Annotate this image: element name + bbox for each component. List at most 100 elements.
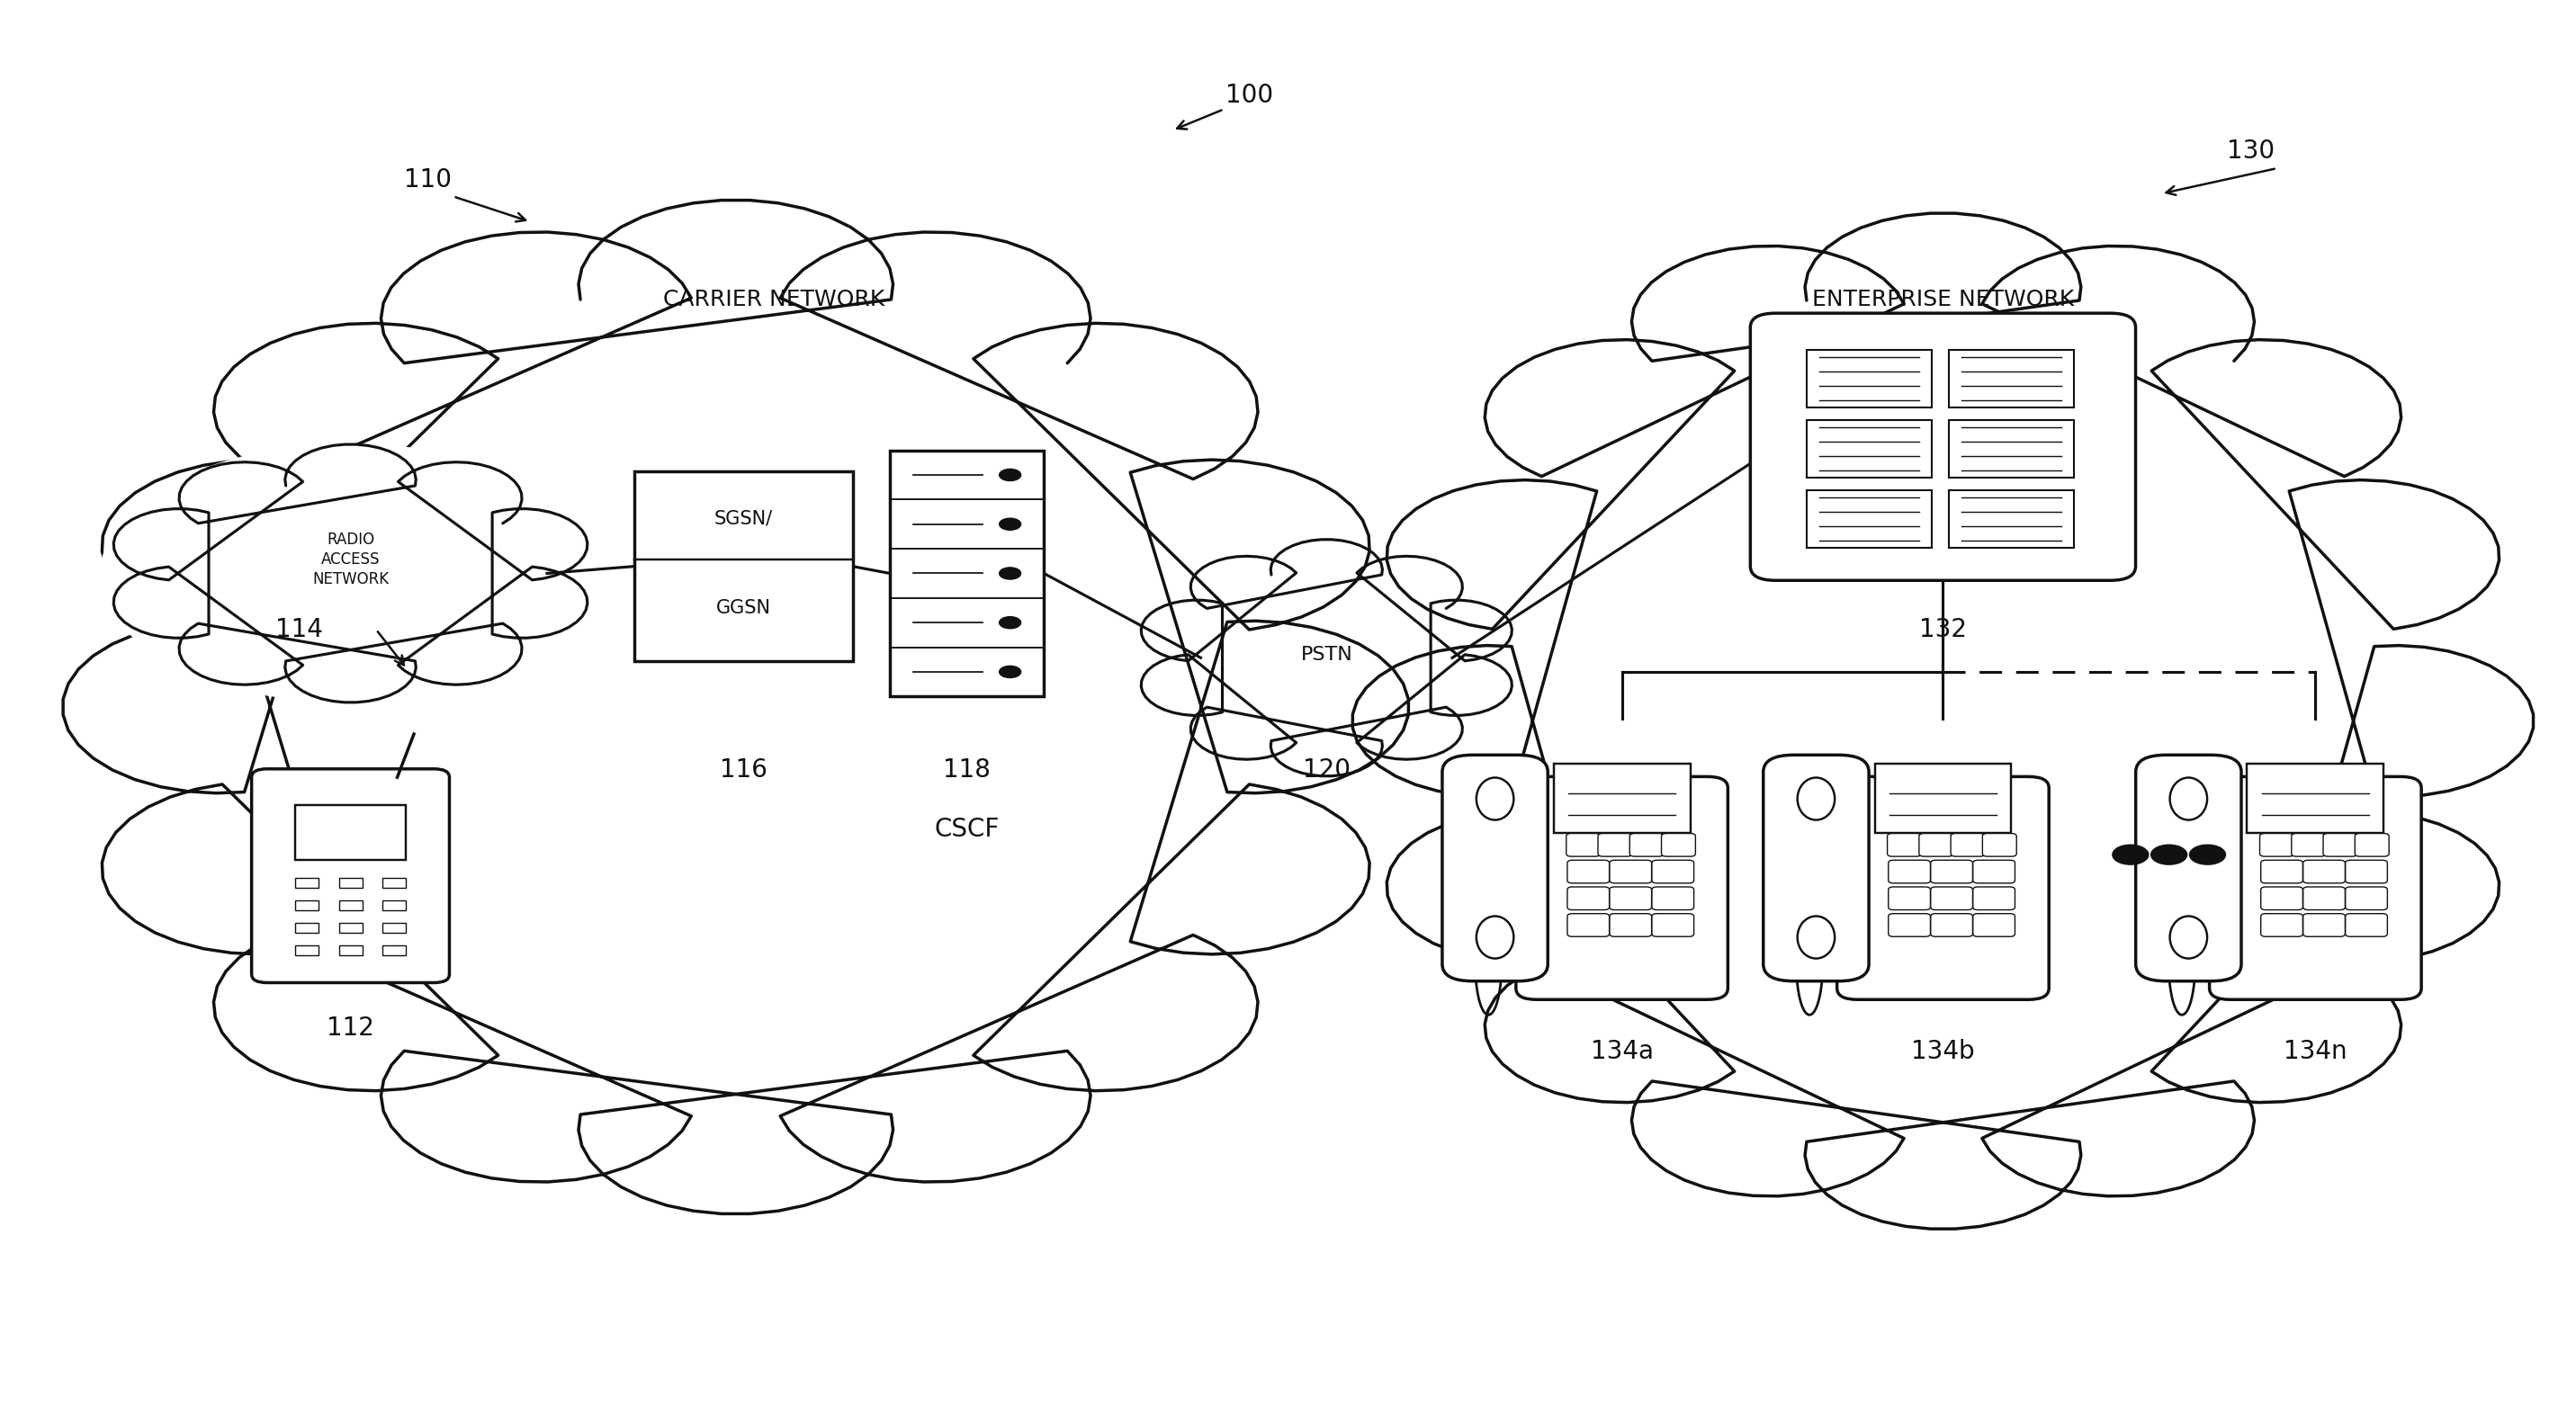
- FancyBboxPatch shape: [2246, 764, 2383, 833]
- FancyBboxPatch shape: [1888, 833, 1922, 857]
- Text: 114: 114: [276, 617, 322, 642]
- FancyBboxPatch shape: [340, 878, 363, 888]
- FancyBboxPatch shape: [1888, 887, 1929, 909]
- Ellipse shape: [1347, 151, 2540, 1291]
- FancyBboxPatch shape: [1662, 833, 1695, 857]
- FancyBboxPatch shape: [1610, 913, 1651, 936]
- Circle shape: [999, 666, 1020, 677]
- Text: CARRIER NETWORK: CARRIER NETWORK: [665, 288, 886, 310]
- FancyBboxPatch shape: [1973, 913, 2014, 936]
- FancyBboxPatch shape: [1950, 833, 1986, 857]
- Text: ENTERPRISE NETWORK: ENTERPRISE NETWORK: [1811, 288, 2074, 310]
- Text: 134n: 134n: [2285, 1039, 2347, 1065]
- FancyBboxPatch shape: [381, 901, 404, 911]
- FancyBboxPatch shape: [1515, 776, 1728, 1000]
- FancyBboxPatch shape: [1919, 833, 1953, 857]
- Text: 134b: 134b: [1911, 1039, 1976, 1065]
- FancyBboxPatch shape: [1929, 913, 1973, 936]
- FancyBboxPatch shape: [1875, 764, 2012, 833]
- FancyBboxPatch shape: [1566, 913, 1610, 936]
- FancyBboxPatch shape: [1651, 913, 1695, 936]
- FancyBboxPatch shape: [2303, 860, 2344, 884]
- FancyBboxPatch shape: [889, 450, 1043, 697]
- FancyBboxPatch shape: [1566, 860, 1610, 884]
- FancyBboxPatch shape: [1566, 833, 1600, 857]
- FancyBboxPatch shape: [1929, 860, 1973, 884]
- FancyBboxPatch shape: [1806, 420, 1932, 478]
- Polygon shape: [1141, 540, 1512, 776]
- Text: 100: 100: [1226, 82, 1273, 107]
- FancyBboxPatch shape: [1984, 833, 2017, 857]
- FancyBboxPatch shape: [1610, 860, 1651, 884]
- Circle shape: [2112, 844, 2148, 864]
- FancyBboxPatch shape: [340, 901, 363, 911]
- Ellipse shape: [1476, 916, 1515, 959]
- FancyBboxPatch shape: [2344, 887, 2388, 909]
- FancyBboxPatch shape: [2259, 833, 2293, 857]
- Ellipse shape: [100, 444, 600, 703]
- Text: 110: 110: [404, 167, 451, 192]
- Ellipse shape: [2169, 778, 2208, 820]
- FancyBboxPatch shape: [252, 769, 448, 983]
- FancyBboxPatch shape: [1888, 913, 1929, 936]
- Circle shape: [999, 519, 1020, 530]
- Polygon shape: [62, 201, 1409, 1213]
- FancyBboxPatch shape: [1651, 887, 1695, 909]
- FancyBboxPatch shape: [1947, 351, 2074, 407]
- FancyBboxPatch shape: [340, 923, 363, 933]
- FancyBboxPatch shape: [1651, 860, 1695, 884]
- Text: PSTN: PSTN: [1301, 646, 1352, 665]
- FancyBboxPatch shape: [1947, 491, 2074, 547]
- FancyBboxPatch shape: [1566, 887, 1610, 909]
- Circle shape: [999, 469, 1020, 481]
- Polygon shape: [113, 444, 587, 703]
- FancyBboxPatch shape: [296, 901, 319, 911]
- FancyBboxPatch shape: [2324, 833, 2357, 857]
- Text: CSCF: CSCF: [935, 817, 999, 841]
- FancyBboxPatch shape: [2303, 887, 2344, 909]
- Text: 118: 118: [943, 758, 992, 783]
- FancyBboxPatch shape: [2344, 913, 2388, 936]
- FancyBboxPatch shape: [1806, 491, 1932, 547]
- FancyBboxPatch shape: [1597, 833, 1633, 857]
- FancyBboxPatch shape: [1749, 312, 2136, 580]
- Text: SGSN/: SGSN/: [714, 510, 773, 527]
- FancyBboxPatch shape: [1973, 887, 2014, 909]
- Circle shape: [2151, 844, 2187, 864]
- FancyBboxPatch shape: [634, 471, 853, 662]
- Ellipse shape: [1798, 778, 1834, 820]
- FancyBboxPatch shape: [2303, 913, 2344, 936]
- FancyBboxPatch shape: [1973, 860, 2014, 884]
- Circle shape: [999, 617, 1020, 628]
- Text: 112: 112: [327, 1015, 374, 1041]
- FancyBboxPatch shape: [296, 805, 404, 860]
- FancyBboxPatch shape: [381, 878, 404, 888]
- Circle shape: [999, 567, 1020, 580]
- FancyBboxPatch shape: [2136, 755, 2241, 981]
- FancyBboxPatch shape: [2210, 776, 2421, 1000]
- FancyBboxPatch shape: [1806, 351, 1932, 407]
- FancyBboxPatch shape: [381, 923, 404, 933]
- Ellipse shape: [1476, 778, 1515, 820]
- FancyBboxPatch shape: [1610, 887, 1651, 909]
- FancyBboxPatch shape: [2293, 833, 2326, 857]
- Text: 116: 116: [719, 758, 768, 783]
- Text: 134a: 134a: [1589, 1039, 1654, 1065]
- FancyBboxPatch shape: [2354, 833, 2388, 857]
- FancyBboxPatch shape: [1553, 764, 1690, 833]
- Circle shape: [2190, 844, 2226, 864]
- Text: RADIO
ACCESS
NETWORK: RADIO ACCESS NETWORK: [312, 532, 389, 587]
- FancyBboxPatch shape: [1631, 833, 1664, 857]
- Ellipse shape: [57, 153, 1414, 1261]
- Text: GGSN: GGSN: [716, 600, 770, 617]
- FancyBboxPatch shape: [296, 878, 319, 888]
- FancyBboxPatch shape: [1888, 860, 1929, 884]
- FancyBboxPatch shape: [296, 923, 319, 933]
- Ellipse shape: [2169, 916, 2208, 959]
- Text: 130: 130: [2228, 139, 2275, 164]
- FancyBboxPatch shape: [1929, 887, 1973, 909]
- Ellipse shape: [1139, 536, 1515, 779]
- FancyBboxPatch shape: [1947, 420, 2074, 478]
- Ellipse shape: [1798, 916, 1834, 959]
- FancyBboxPatch shape: [340, 946, 363, 956]
